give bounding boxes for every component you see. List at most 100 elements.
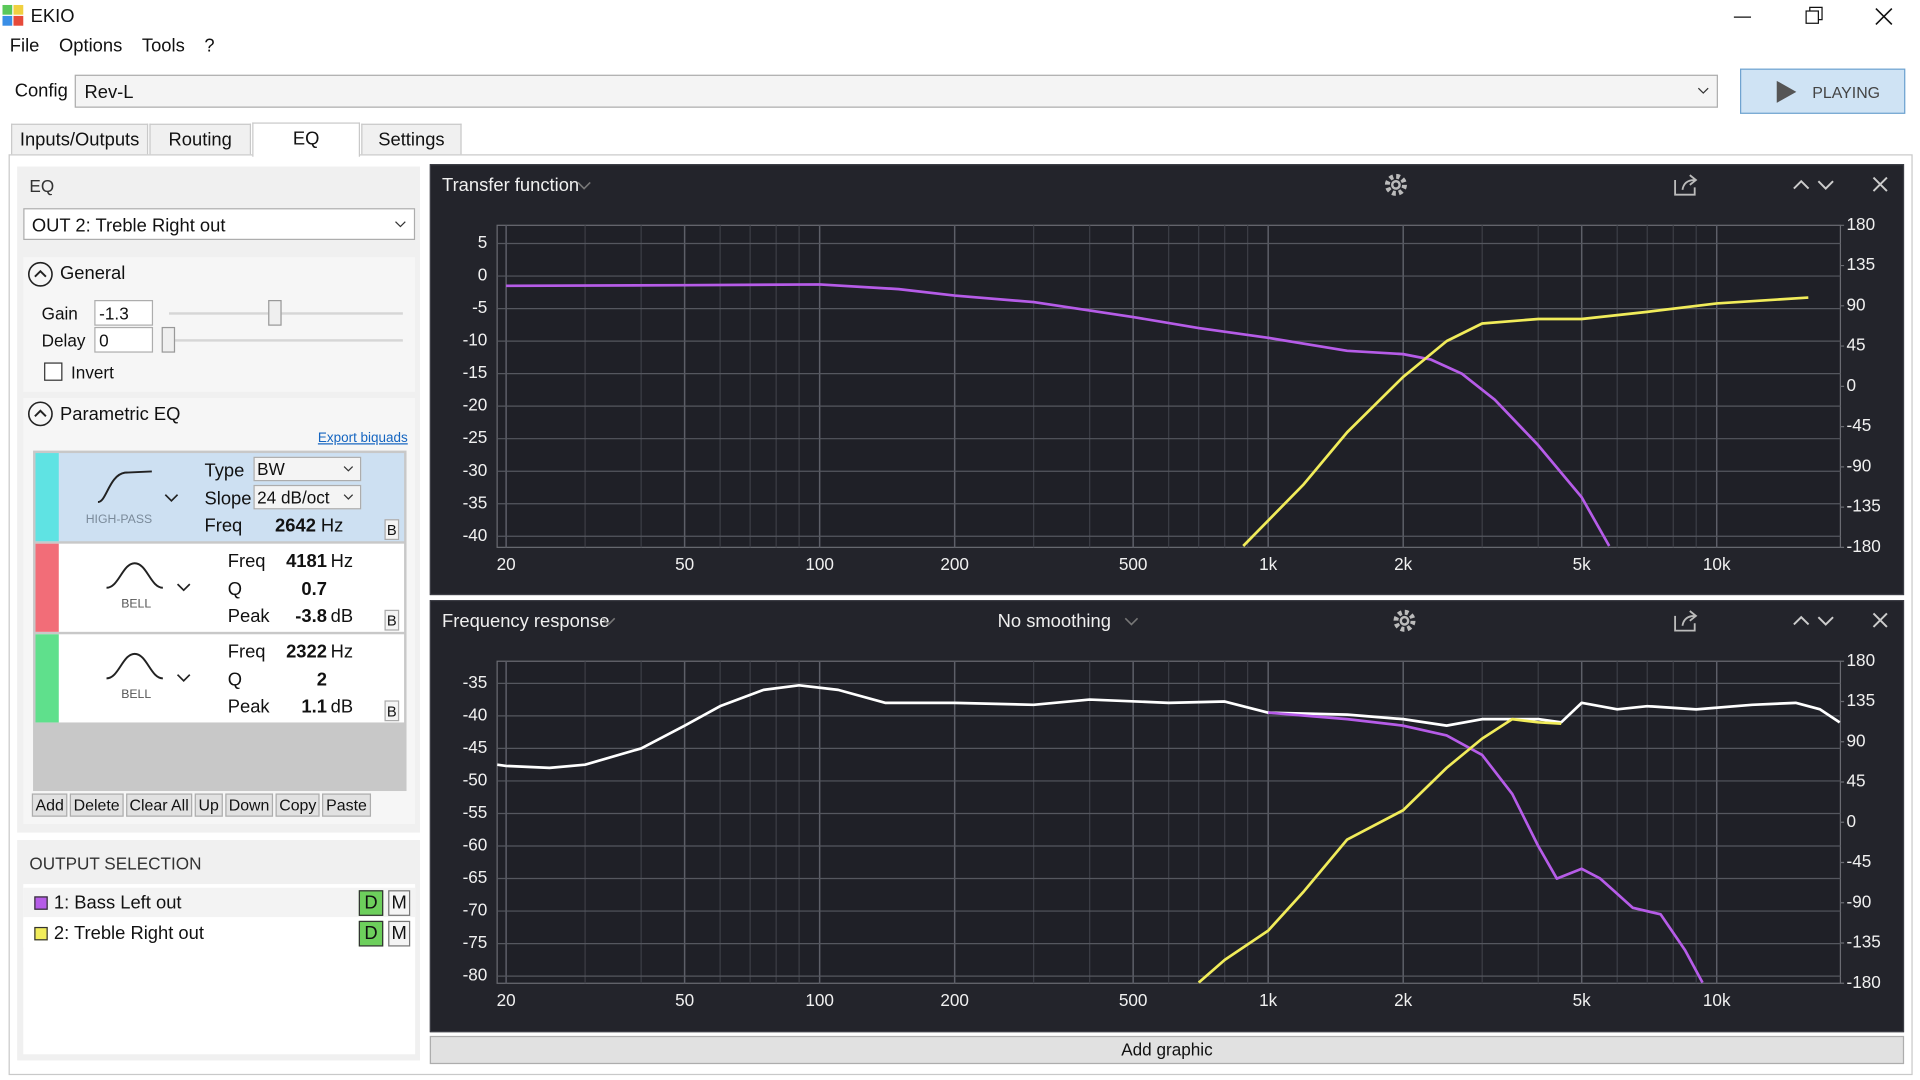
filter-shape bbox=[97, 470, 152, 504]
filter-row[interactable]: BELL Freq 4181 Hz Q 0.7 Peak -3.8 dB B bbox=[35, 543, 405, 632]
move-up-icon[interactable] bbox=[1793, 179, 1810, 190]
x-tick-label: 500 bbox=[1119, 554, 1148, 574]
y-tick-label: -10 bbox=[463, 330, 488, 350]
y2-tick-label: 135 bbox=[1847, 690, 1876, 710]
filter-bypass-button[interactable]: B bbox=[384, 700, 400, 722]
field-value: -3.8 bbox=[295, 606, 327, 627]
export-icon[interactable] bbox=[1674, 174, 1698, 196]
settings-icon[interactable] bbox=[1384, 173, 1407, 196]
smoothing-dropdown[interactable]: No smoothing bbox=[998, 610, 1111, 631]
filter-shape bbox=[106, 562, 164, 589]
field-label: Peak bbox=[227, 696, 270, 718]
field-dropdown[interactable]: BW bbox=[253, 456, 362, 482]
filter-kind: HIGH-PASS bbox=[85, 513, 153, 527]
collapse-icon[interactable] bbox=[27, 261, 54, 288]
output-m-button[interactable]: M bbox=[388, 890, 411, 916]
output-swatch bbox=[34, 896, 48, 910]
output-dropdown[interactable]: OUT 2: Treble Right out bbox=[23, 208, 416, 240]
collapse-icon[interactable] bbox=[27, 400, 54, 427]
y2-tick-label: 135 bbox=[1847, 254, 1876, 274]
output-m-button[interactable]: M bbox=[388, 920, 411, 947]
y2-tick-label: -45 bbox=[1847, 851, 1872, 871]
filter-button[interactable]: Paste bbox=[322, 793, 371, 817]
filter-expand[interactable] bbox=[164, 493, 179, 503]
filter-button[interactable]: Clear All bbox=[125, 793, 193, 817]
gain-slider-thumb[interactable] bbox=[268, 300, 282, 326]
filter-bypass-button[interactable]: B bbox=[384, 609, 400, 631]
x-tick-label: 200 bbox=[940, 554, 969, 574]
dropdown-arrow bbox=[1697, 87, 1709, 94]
menu-item[interactable]: ? bbox=[204, 35, 215, 57]
filter-bypass-button[interactable]: B bbox=[384, 519, 400, 540]
filter-list: HIGH-PASS Type BW Slope 24 dB/oct Freq 2642 Hz B… bbox=[33, 450, 407, 792]
output-item[interactable]: 1: Bass Left out D M bbox=[23, 887, 416, 918]
menu-item[interactable]: Options bbox=[58, 35, 123, 57]
field-value: 2642 bbox=[275, 515, 316, 537]
menu-bar: File Options Tools? bbox=[0, 36, 215, 60]
gain-input[interactable]: -1.3 bbox=[94, 300, 154, 326]
x-tick-label: 1k bbox=[1259, 990, 1278, 1010]
x-tick-label: 10k bbox=[1703, 554, 1731, 574]
filter-kind: BELL bbox=[121, 688, 152, 702]
filter-button[interactable]: Up bbox=[194, 793, 223, 817]
general-section: General Gain -1.3 Delay 0 Invert bbox=[23, 257, 416, 392]
play-icon bbox=[1776, 80, 1797, 103]
output-item[interactable]: 2: Treble Right out D M bbox=[23, 918, 416, 948]
output-d-button[interactable]: D bbox=[358, 890, 384, 916]
tab[interactable]: EQ bbox=[252, 122, 360, 157]
move-up-icon[interactable] bbox=[1793, 615, 1810, 626]
smoothing-arrow bbox=[1124, 617, 1139, 626]
filter-button[interactable]: Copy bbox=[275, 793, 321, 817]
move-down-icon[interactable] bbox=[1817, 180, 1834, 190]
delay-slider-thumb[interactable] bbox=[161, 326, 176, 353]
settings-icon[interactable] bbox=[1393, 609, 1416, 632]
y2-tick-label: -135 bbox=[1847, 496, 1881, 516]
field-label: Freq bbox=[227, 551, 266, 572]
filter-icon bbox=[106, 562, 164, 589]
y2-tick-label: -90 bbox=[1847, 455, 1872, 475]
tab-bar: Inputs/Outputs Routing EQ Settings bbox=[11, 122, 462, 157]
output-name: 2: Treble Right out bbox=[53, 923, 204, 945]
filter-color bbox=[35, 453, 59, 542]
add-graphic-button[interactable]: Add graphic bbox=[429, 1035, 1905, 1065]
chevron bbox=[343, 493, 354, 500]
field-dropdown[interactable]: 24 dB/oct bbox=[253, 484, 362, 509]
delay-slider[interactable] bbox=[168, 339, 403, 342]
transfer-function-panel: Transfer function 20 50 100 200 500 1k 2k 5k 10k 5… bbox=[429, 164, 1905, 596]
filter-button[interactable]: Delete bbox=[69, 793, 124, 817]
filter-expand[interactable] bbox=[176, 583, 191, 593]
filter-row[interactable]: BELL Freq 2322 Hz Q 2 Peak 1.1 dB B bbox=[35, 634, 405, 723]
filter-row[interactable]: HIGH-PASS Type BW Slope 24 dB/oct Freq 2642 Hz B bbox=[35, 453, 405, 542]
y-tick-label: -75 bbox=[463, 932, 488, 952]
x-tick-label: 200 bbox=[940, 990, 969, 1010]
window-controls[interactable] bbox=[1714, 0, 1920, 34]
x-tick-label: 50 bbox=[675, 990, 694, 1010]
app-icon bbox=[2, 4, 24, 26]
export-biquads-link[interactable]: Export biquads bbox=[317, 431, 408, 446]
gain-slider[interactable] bbox=[168, 312, 403, 315]
delay-label: Delay bbox=[41, 330, 86, 351]
close-icon[interactable] bbox=[1872, 176, 1888, 192]
move-down-icon[interactable] bbox=[1817, 616, 1834, 626]
filter-expand[interactable] bbox=[176, 673, 191, 683]
tab[interactable]: Routing bbox=[149, 123, 252, 156]
config-dropdown[interactable]: Rev-L bbox=[74, 74, 1718, 108]
y2-tick-label: 0 bbox=[1847, 375, 1857, 395]
filter-button[interactable]: Add bbox=[31, 793, 68, 817]
menu-item[interactable]: File bbox=[9, 35, 40, 57]
close-icon[interactable] bbox=[1872, 612, 1888, 628]
play-button[interactable]: PLAYING bbox=[1740, 68, 1906, 114]
filter-button[interactable]: Down bbox=[225, 793, 274, 817]
menu-item[interactable]: Tools bbox=[141, 35, 185, 57]
export-icon[interactable] bbox=[1674, 610, 1698, 632]
output-d-button[interactable]: D bbox=[358, 920, 384, 947]
tab[interactable]: Settings bbox=[361, 123, 462, 156]
plot-canvas: Frequency response No smoothing 20 50 100 200… bbox=[442, 609, 1888, 1010]
field-value: 2 bbox=[316, 669, 327, 690]
x-tick-label: 500 bbox=[1119, 990, 1148, 1010]
field-unit: Hz bbox=[330, 551, 354, 572]
tab[interactable]: Inputs/Outputs bbox=[11, 123, 149, 156]
invert-checkbox[interactable] bbox=[44, 362, 63, 381]
delay-input[interactable]: 0 bbox=[94, 326, 154, 353]
